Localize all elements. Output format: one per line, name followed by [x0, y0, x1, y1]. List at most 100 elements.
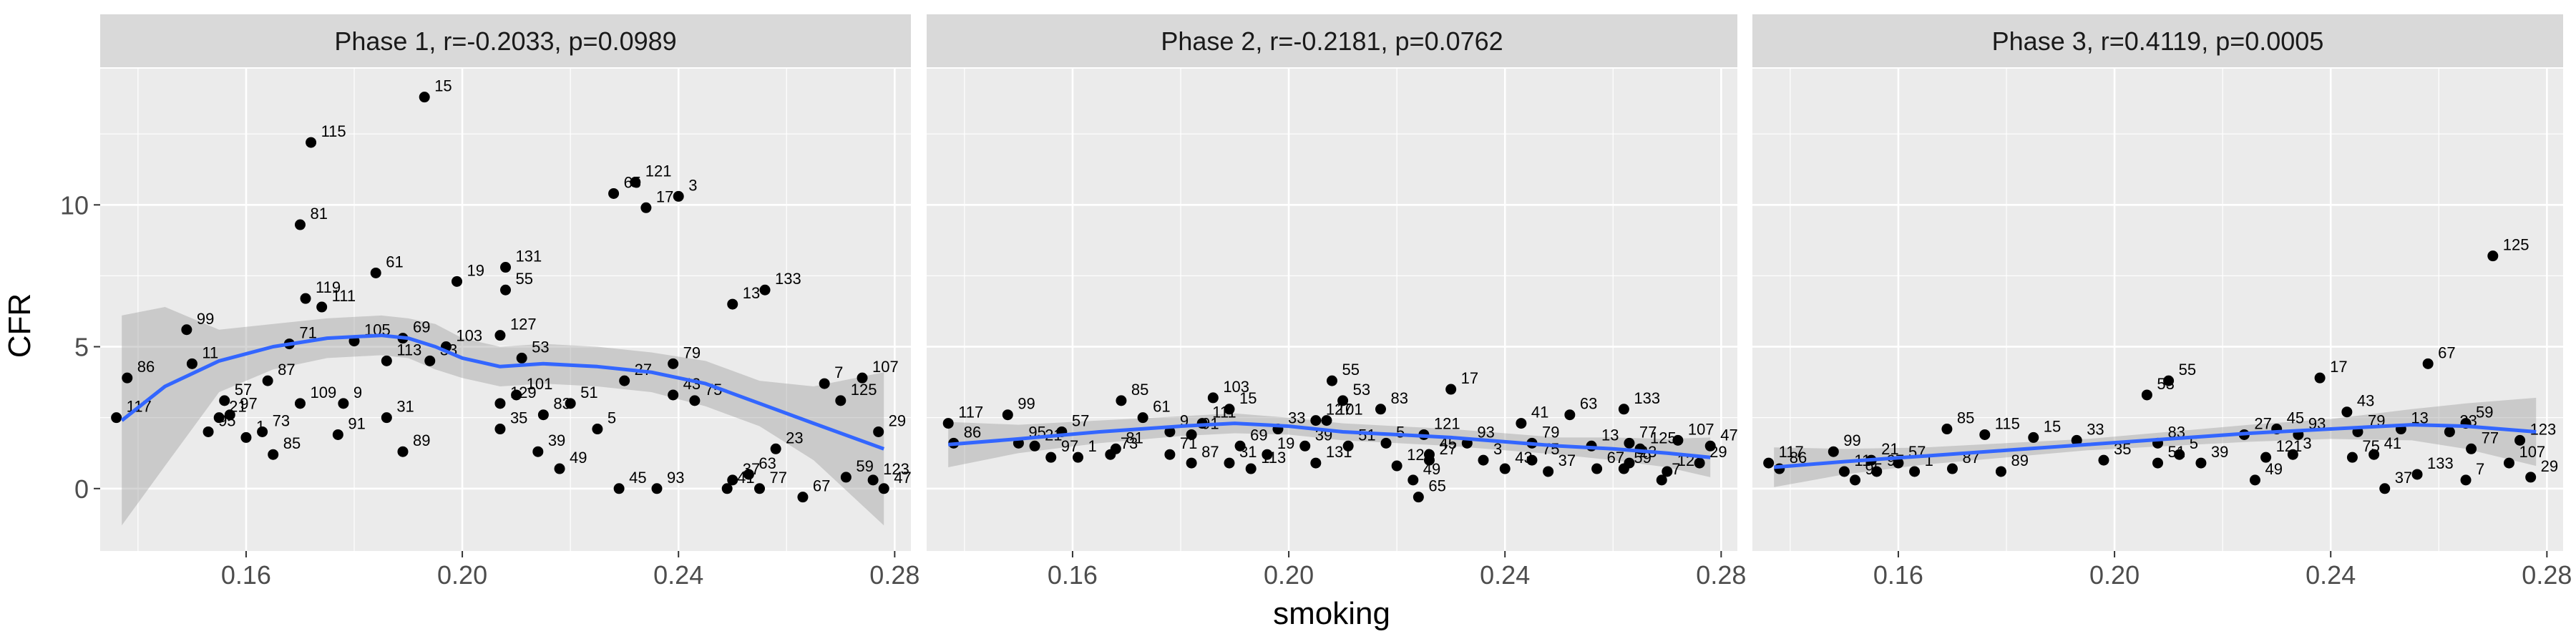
point-label: 29: [889, 411, 906, 429]
data-point: [2346, 452, 2358, 463]
data-point: [2195, 457, 2207, 469]
point-label: 55: [516, 270, 533, 288]
data-point: [186, 358, 197, 369]
data-point: [857, 372, 868, 384]
data-point: [268, 449, 279, 460]
data-point: [759, 284, 771, 296]
data-point: [2249, 474, 2260, 486]
point-label: 91: [348, 414, 365, 432]
point-label: 31: [396, 398, 414, 416]
data-point: [1893, 457, 1904, 469]
data-point: [1946, 463, 1958, 474]
data-point: [1838, 466, 1850, 477]
plot-background: [100, 69, 911, 551]
point-label: 125: [851, 381, 877, 399]
point-label: 103: [456, 327, 482, 345]
data-point: [122, 372, 133, 384]
point-label: 33: [1288, 409, 1305, 427]
data-point: [2422, 358, 2434, 369]
point-label: 65: [1428, 477, 1445, 495]
x-tick-label: 0.16: [1873, 560, 1923, 590]
point-label: 13: [1601, 426, 1619, 444]
point-label: 73: [273, 411, 290, 429]
data-point: [262, 375, 273, 386]
data-point: [1850, 474, 1861, 486]
data-point: [516, 352, 527, 364]
data-point: [181, 324, 192, 336]
point-label: 117: [958, 404, 983, 421]
point-label: 93: [667, 469, 684, 487]
point-label: 111: [332, 287, 356, 305]
point-label: 67: [2438, 343, 2455, 361]
smooth-line: [1773, 423, 2537, 469]
data-point: [1391, 460, 1402, 472]
confidence-band: [122, 307, 884, 526]
data-point: [1072, 452, 1083, 463]
data-point: [721, 483, 733, 494]
point-label: 7: [1672, 460, 1680, 478]
data-point: [294, 219, 306, 230]
data-point: [651, 483, 663, 494]
data-point: [1407, 474, 1419, 486]
point-label: 47: [1720, 426, 1737, 444]
point-label: 63: [758, 454, 776, 472]
data-point: [537, 409, 549, 421]
data-point: [2174, 449, 2185, 460]
data-point: [1110, 443, 1121, 454]
point-label: 121: [645, 162, 672, 180]
facet-strip: [100, 14, 911, 67]
point-label: 27: [2254, 414, 2271, 432]
data-point: [2314, 372, 2326, 384]
data-point: [2152, 457, 2163, 469]
point-label: 17: [2330, 358, 2347, 376]
point-label: 99: [197, 310, 214, 328]
x-tick-label: 0.16: [221, 560, 271, 590]
point-label: 31: [1239, 443, 1257, 461]
data-point: [500, 284, 511, 296]
point-label: 43: [2357, 392, 2374, 410]
point-label: 63: [1580, 395, 1597, 413]
point-label: 33: [2087, 420, 2104, 438]
point-label: 86: [964, 423, 981, 441]
point-label: 61: [1153, 398, 1170, 416]
point-label: 103: [1223, 378, 1249, 396]
point-label: 79: [1542, 423, 1559, 441]
point-label: 113: [396, 341, 421, 358]
x-axis-title: smoking: [1273, 596, 1390, 631]
data-point: [668, 389, 679, 401]
point-label: 19: [467, 261, 484, 279]
point-label: 99: [1018, 395, 1035, 413]
data-point: [2466, 443, 2477, 454]
data-point: [1564, 409, 1576, 421]
point-label: 15: [434, 77, 452, 95]
plot-background: [1752, 69, 2563, 551]
data-point: [1516, 418, 1527, 429]
point-label: 131: [516, 248, 542, 265]
x-tick-label: 0.20: [437, 560, 487, 590]
y-tick-label: 10: [60, 190, 89, 220]
point-label: 59: [2476, 404, 2493, 421]
facet-panel-2: Phase 2, r=-0.2181, p=0.0762117869995215…: [927, 14, 1746, 590]
data-point: [224, 409, 235, 421]
data-point: [1979, 429, 1991, 440]
point-label: 127: [510, 316, 537, 333]
point-label: 49: [570, 449, 587, 467]
y-tick-label: 0: [74, 474, 89, 504]
point-label: 87: [278, 361, 295, 379]
data-point: [1321, 415, 1332, 426]
data-point: [1828, 446, 1839, 457]
data-point: [727, 474, 738, 486]
data-point: [2514, 434, 2526, 446]
point-label: 79: [683, 343, 701, 361]
point-label: 77: [770, 469, 787, 487]
data-point: [1342, 440, 1354, 452]
point-label: 87: [1201, 443, 1219, 461]
data-point: [2487, 250, 2499, 262]
data-point: [2098, 454, 2109, 466]
data-point: [673, 190, 684, 202]
point-label: 69: [413, 318, 430, 336]
point-label: 107: [872, 358, 899, 376]
data-point: [1672, 434, 1684, 446]
data-point: [754, 483, 766, 494]
facet-title: Phase 2, r=-0.2181, p=0.0762: [1161, 26, 1503, 56]
